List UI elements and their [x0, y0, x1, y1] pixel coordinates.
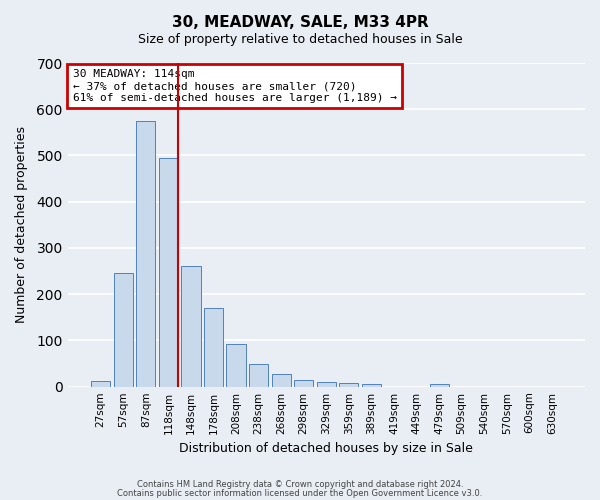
Bar — [362, 384, 381, 386]
Bar — [204, 308, 223, 386]
Y-axis label: Number of detached properties: Number of detached properties — [15, 126, 28, 324]
Text: 30, MEADWAY, SALE, M33 4PR: 30, MEADWAY, SALE, M33 4PR — [172, 15, 428, 30]
Bar — [317, 382, 336, 386]
Text: Contains HM Land Registry data © Crown copyright and database right 2024.: Contains HM Land Registry data © Crown c… — [137, 480, 463, 489]
Bar — [91, 381, 110, 386]
Bar — [136, 121, 155, 386]
Bar — [113, 274, 133, 386]
Text: 30 MEADWAY: 114sqm
← 37% of detached houses are smaller (720)
61% of semi-detach: 30 MEADWAY: 114sqm ← 37% of detached hou… — [73, 70, 397, 102]
Text: Contains public sector information licensed under the Open Government Licence v3: Contains public sector information licen… — [118, 488, 482, 498]
Bar — [159, 158, 178, 386]
Bar — [226, 344, 245, 387]
Bar — [272, 374, 291, 386]
Bar — [339, 384, 358, 386]
X-axis label: Distribution of detached houses by size in Sale: Distribution of detached houses by size … — [179, 442, 473, 455]
Bar — [181, 266, 200, 386]
Bar — [294, 380, 313, 386]
Bar — [249, 364, 268, 386]
Text: Size of property relative to detached houses in Sale: Size of property relative to detached ho… — [137, 32, 463, 46]
Bar — [430, 384, 449, 386]
